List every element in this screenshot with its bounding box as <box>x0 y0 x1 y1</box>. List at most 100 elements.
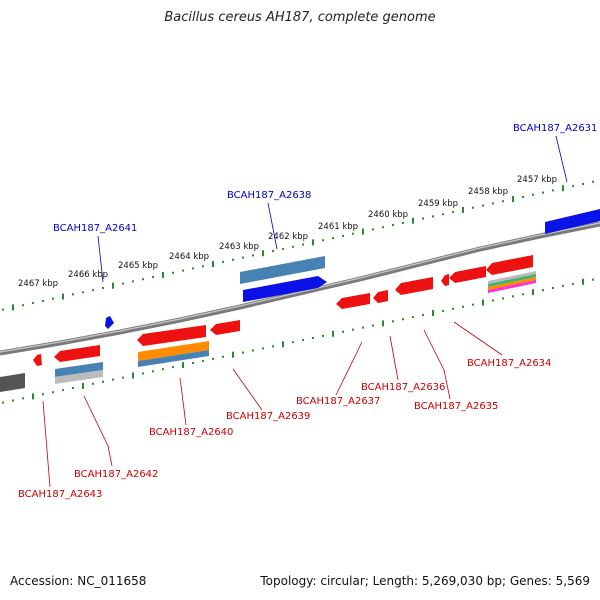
gene-reverse[interactable] <box>488 277 536 290</box>
gene-reverse[interactable] <box>210 320 240 335</box>
minor-tick <box>22 304 24 307</box>
gene-label[interactable]: BCAH187_A2640 <box>149 427 233 438</box>
minor-tick <box>102 286 104 289</box>
kbp-label: 2462 kbp <box>268 232 308 242</box>
minor-tick <box>482 204 484 207</box>
minor-tick <box>192 267 194 270</box>
gene-reverse[interactable] <box>0 373 25 392</box>
leader-line <box>179 377 187 426</box>
minor-tick <box>422 217 424 220</box>
gene-label[interactable]: BCAH187_A2631 <box>513 123 597 134</box>
gene-reverse-small[interactable] <box>33 354 42 366</box>
gene-reverse[interactable] <box>55 362 103 377</box>
kbp-label: 2458 kbp <box>468 187 508 197</box>
minor-tick <box>2 401 4 404</box>
minor-tick <box>512 295 514 298</box>
kbp-label: 2465 kbp <box>118 261 158 271</box>
gene-reverse[interactable] <box>54 345 100 362</box>
kbp-label: 2466 kbp <box>68 270 108 280</box>
minor-tick <box>302 243 304 246</box>
minor-tick <box>252 254 254 257</box>
minor-tick <box>452 211 454 214</box>
gene-label[interactable]: BCAH187_A2636 <box>361 382 445 393</box>
gene-forward-small[interactable] <box>105 316 114 329</box>
gene-forward[interactable] <box>545 209 600 234</box>
leader-line <box>423 329 451 400</box>
gene-reverse[interactable] <box>449 266 486 283</box>
minor-tick <box>142 278 144 281</box>
minor-tick <box>522 195 524 198</box>
major-tick <box>12 304 14 311</box>
kbp-label: 2461 kbp <box>318 222 358 232</box>
minor-tick <box>272 250 274 253</box>
topology-text: Topology: circular; Length: 5,269,030 bp… <box>260 574 590 588</box>
minor-tick <box>172 366 174 369</box>
minor-tick <box>122 376 124 379</box>
minor-tick <box>322 334 324 337</box>
gene-reverse[interactable] <box>138 341 209 361</box>
minor-tick <box>202 359 204 362</box>
gene-reverse[interactable] <box>373 290 388 303</box>
gene-forward[interactable] <box>243 276 327 302</box>
gene-reverse[interactable] <box>138 350 209 367</box>
minor-tick <box>332 237 334 240</box>
gene-reverse[interactable] <box>488 280 536 293</box>
major-tick <box>482 299 484 306</box>
gene-reverse[interactable] <box>55 370 103 384</box>
minor-tick <box>562 284 564 287</box>
gene-reverse[interactable] <box>336 293 370 309</box>
minor-tick <box>542 289 544 292</box>
gene-reverse[interactable] <box>137 325 206 346</box>
minor-tick <box>252 349 254 352</box>
major-tick <box>432 310 434 316</box>
gene-label[interactable]: BCAH187_A2634 <box>467 358 551 369</box>
kbp-label: 2459 kbp <box>418 199 458 209</box>
minor-tick <box>52 391 54 394</box>
gene-label[interactable]: BCAH187_A2642 <box>74 469 158 480</box>
minor-tick <box>592 278 594 281</box>
minor-tick <box>362 326 364 329</box>
gene-label[interactable]: BCAH187_A2635 <box>414 401 498 412</box>
minor-tick <box>492 299 494 302</box>
minor-tick <box>322 239 324 242</box>
major-tick <box>412 217 414 224</box>
minor-tick <box>22 397 24 400</box>
minor-tick <box>192 362 194 364</box>
minor-tick <box>402 318 404 321</box>
reverse-genes <box>0 255 536 392</box>
genome-backbone <box>0 221 600 356</box>
minor-tick <box>312 337 314 339</box>
genome-backbone-highlight <box>0 222 600 353</box>
kbp-label: 2457 kbp <box>517 175 557 185</box>
minor-tick <box>402 221 404 224</box>
major-tick <box>512 196 514 203</box>
gene-label[interactable]: BCAH187_A2639 <box>226 411 310 422</box>
gene-reverse[interactable] <box>488 271 536 284</box>
gene-reverse[interactable] <box>488 274 536 287</box>
minor-tick <box>572 185 574 188</box>
gene-reverse[interactable] <box>486 255 533 275</box>
minor-tick <box>492 202 494 205</box>
label-leaders <box>42 135 568 488</box>
minor-tick <box>372 228 374 231</box>
leader-line <box>453 321 503 356</box>
gene-label[interactable]: BCAH187_A2638 <box>227 190 311 201</box>
minor-tick <box>152 370 154 373</box>
major-tick <box>562 185 564 192</box>
gene-forward[interactable] <box>240 256 325 284</box>
gene-label[interactable]: BCAH187_A2643 <box>18 489 102 500</box>
major-tick <box>312 239 314 246</box>
gene-label[interactable]: BCAH187_A2637 <box>296 396 380 407</box>
minor-tick <box>452 307 454 310</box>
major-tick <box>162 271 164 278</box>
gene-label[interactable]: BCAH187_A2641 <box>53 223 137 234</box>
major-tick <box>112 282 114 289</box>
minor-tick <box>552 287 554 289</box>
minor-tick <box>72 387 74 389</box>
minor-tick <box>342 234 344 237</box>
minor-tick <box>372 324 374 327</box>
minor-tick <box>432 215 434 218</box>
gene-reverse-small[interactable] <box>441 274 449 286</box>
gene-reverse[interactable] <box>395 277 433 295</box>
